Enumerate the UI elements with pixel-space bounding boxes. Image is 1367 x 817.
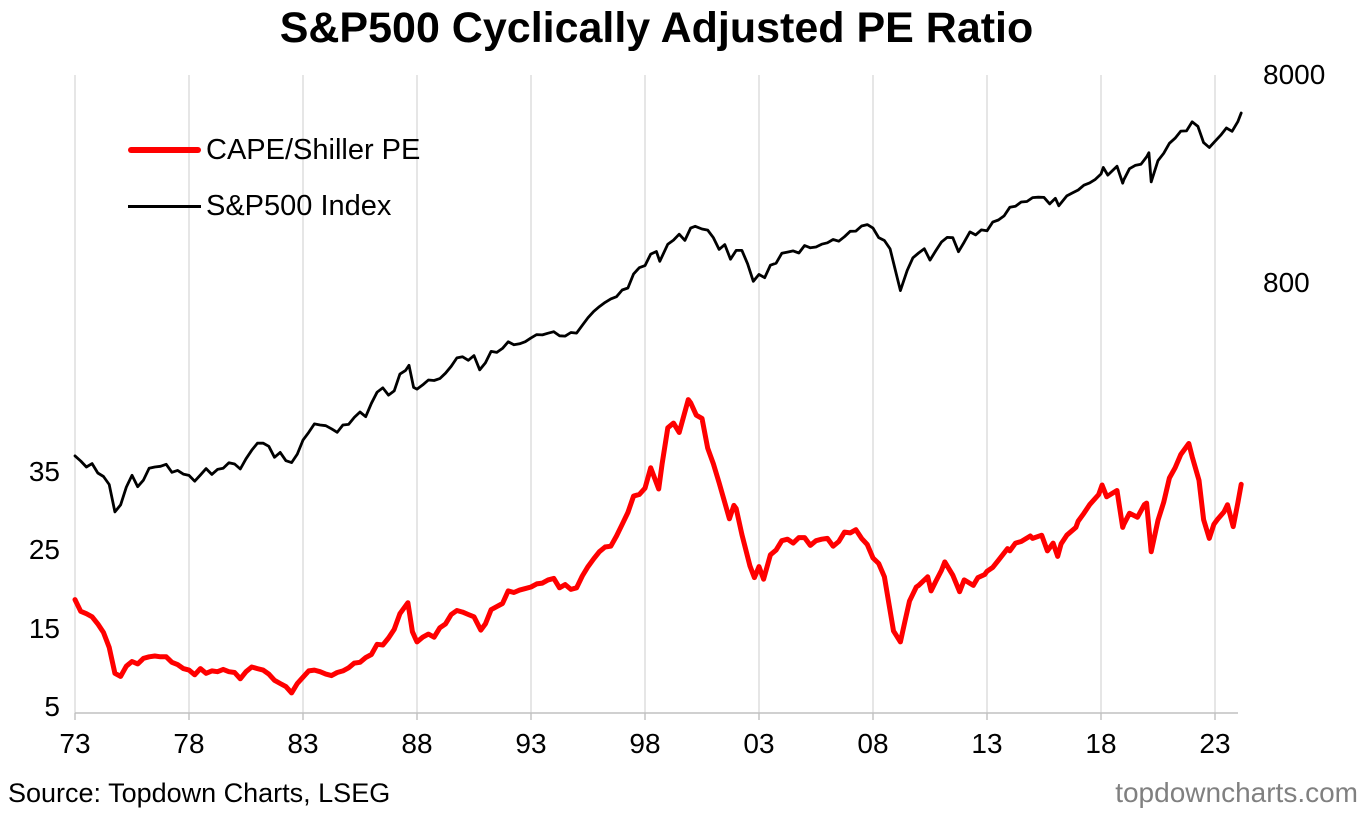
x-tick-label: 23 <box>1199 728 1231 759</box>
cape-line-swatch-icon <box>128 147 201 153</box>
x-tick-label: 08 <box>857 728 889 759</box>
legend-item-cape: CAPE/Shiller PE <box>128 133 420 167</box>
source-note: Source: Topdown Charts, LSEG <box>8 778 391 808</box>
x-tick-label: 78 <box>173 728 205 759</box>
sp500-line-swatch-icon <box>128 204 201 208</box>
x-tick-label: 88 <box>401 728 433 759</box>
watermark: topdowncharts.com <box>1115 777 1358 808</box>
legend-label-sp500: S&P500 Index <box>206 189 392 222</box>
x-tick-label: 13 <box>971 728 1003 759</box>
x-tick-label: 98 <box>629 728 661 759</box>
right-axis-tick-label: 8000 <box>1263 59 1326 90</box>
chart-title: S&P500 Cyclically Adjusted PE Ratio <box>279 4 1034 52</box>
left-axis-tick-label: 15 <box>28 612 60 644</box>
right-axis-tick-label: 800 <box>1263 267 1310 298</box>
x-tick-label: 18 <box>1085 728 1117 759</box>
cape-line <box>72 397 1244 696</box>
legend-label-cape: CAPE/Shiller PE <box>206 133 421 166</box>
left-axis-tick-label: 5 <box>44 691 60 722</box>
sp500-line <box>73 111 1243 514</box>
x-tick-label: 83 <box>287 728 319 759</box>
x-tick-label: 73 <box>59 728 91 759</box>
left-axis-tick-label: 35 <box>28 455 60 487</box>
x-tick-label: 93 <box>515 728 547 759</box>
legend-item-sp500: S&P500 Index <box>128 189 391 223</box>
x-tick-label: 03 <box>743 728 775 759</box>
left-axis-tick-label: 25 <box>28 534 60 566</box>
